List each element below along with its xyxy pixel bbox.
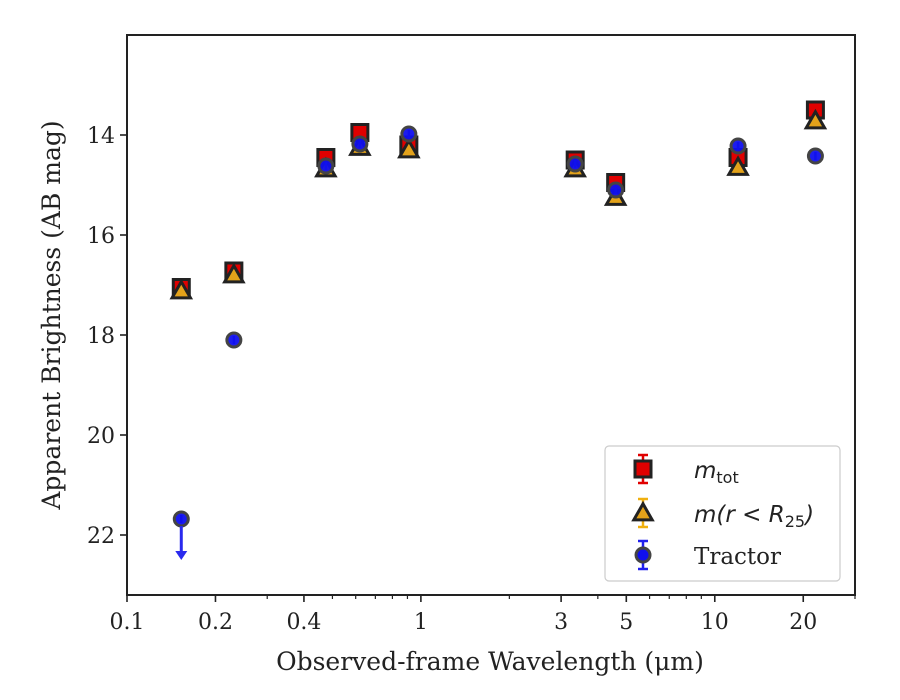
plot-area — [169, 100, 828, 560]
data-point — [566, 155, 584, 173]
x-tick-label: 1 — [414, 610, 428, 635]
x-tick-label: 5 — [619, 610, 633, 635]
y-tick-label: 20 — [87, 424, 115, 449]
data-point — [803, 108, 828, 130]
y-axis-label: Apparent Brightness (AB mag) — [37, 120, 66, 510]
series-triangle — [169, 108, 828, 300]
upper-limit-arrowhead — [175, 551, 188, 560]
data-point — [806, 147, 824, 165]
legend-box — [604, 445, 841, 582]
y-tick-label: 18 — [87, 324, 115, 349]
data-point — [400, 125, 418, 143]
data-point — [351, 135, 369, 153]
series-square — [171, 100, 825, 297]
x-tick-label: 0.1 — [110, 610, 145, 635]
series-circle — [172, 125, 824, 560]
y-tick-label: 16 — [87, 224, 115, 249]
legend-marker-square — [633, 459, 653, 479]
data-point — [729, 137, 747, 155]
data-point — [317, 157, 335, 175]
data-point — [397, 137, 421, 159]
x-axis-label: Observed-frame Wavelength (μm) — [276, 647, 704, 676]
data-point — [222, 262, 246, 284]
legend-marker-circle — [634, 546, 652, 564]
x-tick-label: 0.4 — [286, 610, 321, 635]
data-point — [607, 181, 625, 199]
data-point — [726, 155, 750, 176]
plot-frame — [126, 34, 856, 596]
y-tick-label: 22 — [87, 524, 115, 549]
x-tick-label: 10 — [701, 610, 729, 635]
x-tick-label: 3 — [554, 610, 568, 635]
y-tick-label: 14 — [87, 124, 115, 149]
x-tick-label: 0.2 — [198, 610, 233, 635]
legend-marker-triangle — [631, 500, 655, 522]
data-point — [172, 510, 190, 528]
data-point — [225, 331, 243, 349]
x-axis: 0.1 0.2 0.4 1 3 5 10 20 — [110, 595, 856, 635]
legend-label: Tractor — [694, 544, 781, 570]
data-point — [169, 278, 194, 300]
legend: mtot m(r < R25) Tractor — [604, 445, 841, 582]
y-axis: 14 16 18 20 22 — [87, 124, 127, 549]
legend-label: m(r < R25) — [694, 502, 814, 531]
legend-label: mtot — [694, 458, 739, 487]
x-tick-label: 20 — [789, 610, 817, 635]
